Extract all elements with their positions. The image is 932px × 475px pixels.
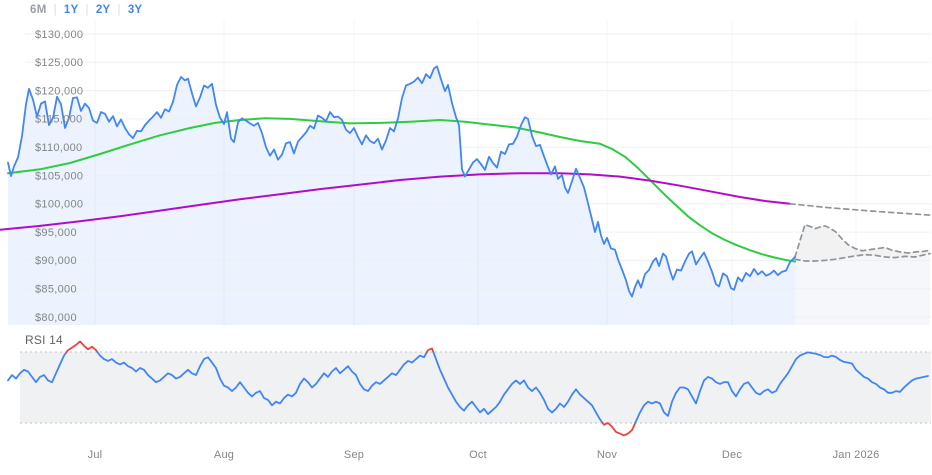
price-line — [7, 65, 796, 298]
rsi-line-alert-segment — [426, 347, 435, 353]
rsi-line — [432, 351, 604, 424]
x-axis-label: Oct — [469, 449, 487, 461]
y-axis-label: $130,000 — [35, 29, 83, 41]
rsi-line — [96, 351, 428, 407]
y-axis-label: $95,000 — [35, 227, 77, 239]
rsi-line-alert-segment — [65, 340, 99, 353]
y-axis-label: $90,000 — [35, 255, 77, 267]
y-axis-label: $85,000 — [35, 284, 77, 296]
tab-separator: | — [117, 4, 121, 16]
forecast-floor-fill — [795, 253, 930, 325]
tab-separator: | — [85, 4, 89, 16]
x-axis-label: Aug — [214, 449, 234, 461]
x-axis-label: Dec — [722, 449, 742, 461]
y-axis-label: $125,000 — [35, 57, 83, 69]
rsi-label: RSI 14 — [25, 333, 63, 347]
y-axis-label: $110,000 — [35, 142, 82, 154]
ma-fast-line — [7, 117, 796, 263]
rsi-band — [20, 352, 931, 423]
tab-1y[interactable]: 1Y — [63, 4, 79, 16]
timeframe-selector: 6M | 1Y | 2Y | 3Y — [30, 3, 142, 17]
x-axis-label: Jul — [88, 449, 103, 461]
tab-2y[interactable]: 2Y — [95, 4, 111, 16]
ma-slow-forecast-line — [789, 202, 931, 216]
rsi-line — [7, 351, 68, 384]
ma-slow-line — [0, 172, 791, 231]
rsi-line — [634, 351, 929, 424]
x-axis-label: Nov — [597, 449, 617, 461]
tab-separator: | — [53, 4, 57, 16]
y-axis-label: $100,000 — [35, 199, 83, 211]
y-axis-label: $105,000 — [35, 170, 83, 182]
tab-6m[interactable]: 6M — [30, 4, 47, 16]
forecast-lower-line — [794, 252, 931, 262]
y-axis-label: $80,000 — [35, 312, 77, 324]
y-axis-label: $115,000 — [35, 114, 82, 126]
rsi-line-alert-segment — [601, 422, 637, 437]
forecast-upper-line — [794, 223, 931, 258]
tab-3y[interactable]: 3Y — [127, 4, 143, 16]
x-axis-label: Jan 2026 — [833, 449, 880, 461]
x-axis-label: Sep — [344, 449, 364, 461]
y-axis-label: $120,000 — [35, 85, 83, 97]
